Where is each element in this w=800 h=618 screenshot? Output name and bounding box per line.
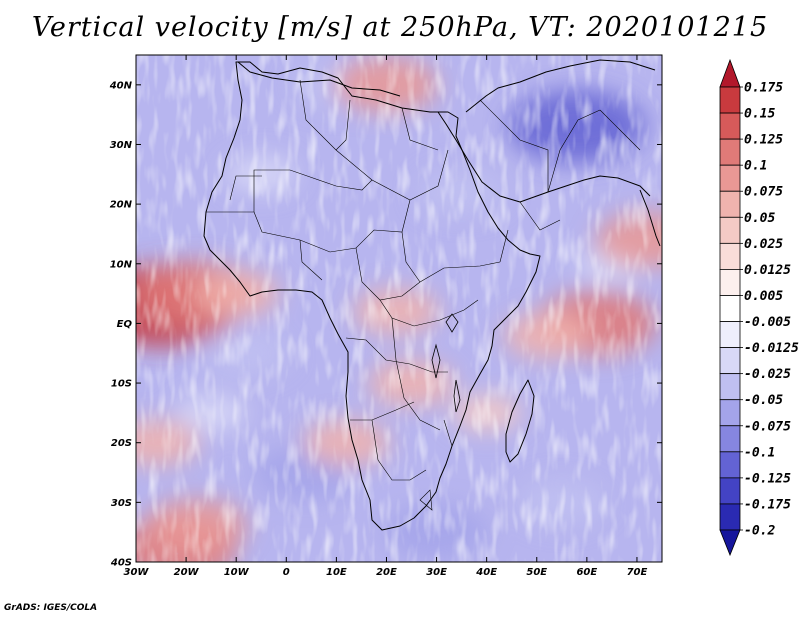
x-tick-label: 10W — [224, 567, 250, 578]
colorbar-swatch — [719, 295, 741, 322]
x-tick-label: 30W — [124, 567, 150, 578]
lakes — [431, 313, 461, 413]
x-tick-label: 20E — [376, 567, 397, 578]
lake-tanganyika — [431, 343, 441, 379]
lake-malawi — [453, 379, 461, 413]
colorbar-label: -0.025 — [744, 367, 791, 382]
colorbar-label: -0.2 — [744, 524, 775, 539]
x-tick-label: 50E — [526, 567, 547, 578]
colorbar-swatch — [719, 138, 741, 166]
colorbar-swatch — [719, 321, 741, 348]
x-tick-label: 70E — [627, 567, 648, 578]
colorbar-label: 0.125 — [744, 133, 783, 148]
colorbar-label: 0.15 — [744, 107, 775, 122]
colorbar-swatch — [719, 399, 741, 427]
colorbar-label: -0.005 — [744, 315, 791, 330]
y-tick-label: 10N — [110, 259, 133, 270]
colorbar-label: -0.125 — [744, 471, 791, 486]
colorbar-bottom-arrow — [719, 529, 741, 557]
madagascar-coastline — [505, 379, 535, 463]
colorbar-swatch — [719, 477, 741, 505]
colorbar-label: 0.1 — [744, 159, 767, 174]
y-tick-label: 30S — [111, 498, 132, 509]
coastlines — [203, 59, 661, 531]
y-tick-label: 20S — [111, 438, 132, 449]
colorbar-swatch — [719, 190, 741, 218]
colorbar-swatch — [719, 164, 741, 192]
x-tick-label: 40E — [475, 567, 497, 578]
y-tick-label: 10S — [111, 379, 132, 390]
colorbar-swatch — [719, 269, 741, 296]
chart-title: Vertical velocity [m/s] at 250hPa, VT: 2… — [31, 12, 769, 43]
colorbar-swatch — [719, 86, 741, 114]
grads-credit: GrADS: IGES/COLA — [4, 603, 98, 613]
colorbar-swatch — [719, 451, 741, 479]
y-axis: 40S 30S 20S 10S EQ 10N 20N 30N 40N — [109, 80, 662, 569]
colorbar-swatch — [719, 216, 741, 244]
india-coastline — [639, 189, 661, 247]
colorbar-swatch — [719, 242, 741, 270]
colorbar-label: -0.1 — [744, 445, 775, 460]
y-tick-label: 40N — [109, 80, 133, 91]
y-tick-label: EQ — [117, 319, 133, 330]
colorbar-label: -0.075 — [744, 419, 791, 434]
field-streaks — [136, 55, 662, 562]
y-tick-label: 40S — [110, 558, 132, 569]
lake-victoria — [445, 313, 459, 333]
country-borders — [206, 79, 641, 511]
y-tick-label: 20N — [110, 200, 133, 211]
colorbar-label: 0.0125 — [744, 263, 791, 278]
x-tick-label: 10E — [326, 567, 347, 578]
plot-area: 30W 20W 10W 0 10E 20E 30E 40E 50E 60E 70E 40S 30S 20… — [109, 54, 663, 578]
colorbar-label: -0.0125 — [744, 341, 799, 356]
x-tick-label: 0 — [283, 567, 290, 578]
africa-coastline — [203, 61, 541, 531]
x-tick-label: 60E — [576, 567, 597, 578]
colorbar-label: 0.05 — [744, 211, 775, 226]
colorbar-top-arrow — [719, 58, 741, 88]
plot-frame — [135, 54, 663, 563]
levant-coastline — [465, 59, 656, 113]
colorbar-swatch — [719, 347, 741, 375]
x-axis: 30W 20W 10W 0 10E 20E 30E 40E 50E 60E 70E — [124, 55, 648, 578]
y-tick-label: 30N — [110, 140, 133, 151]
colorbar-swatch — [719, 425, 741, 453]
colorbar-swatch — [719, 503, 741, 531]
colorbar-label: 0.075 — [744, 185, 783, 200]
arabia-coastline — [437, 111, 651, 203]
colorbar-label: 0.025 — [744, 237, 783, 252]
colorbar-swatch — [719, 373, 741, 401]
colorbar: 0.175 0.15 0.125 0.1 0.075 0.05 0.025 0.0125 0.0… — [719, 58, 799, 557]
mediterranean-coastline — [237, 61, 401, 97]
colorbar-label: -0.175 — [744, 497, 791, 512]
colorbar-label: 0.005 — [744, 289, 783, 304]
x-tick-label: 20W — [174, 567, 200, 578]
colorbar-label: 0.175 — [744, 81, 783, 96]
colorbar-swatch — [719, 112, 741, 140]
colorbar-label: -0.05 — [744, 393, 783, 408]
x-tick-label: 30E — [426, 567, 447, 578]
